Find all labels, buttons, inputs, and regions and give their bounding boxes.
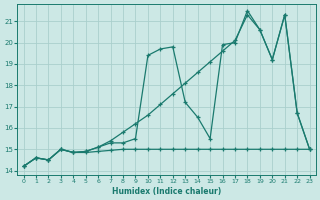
X-axis label: Humidex (Indice chaleur): Humidex (Indice chaleur) (112, 187, 221, 196)
